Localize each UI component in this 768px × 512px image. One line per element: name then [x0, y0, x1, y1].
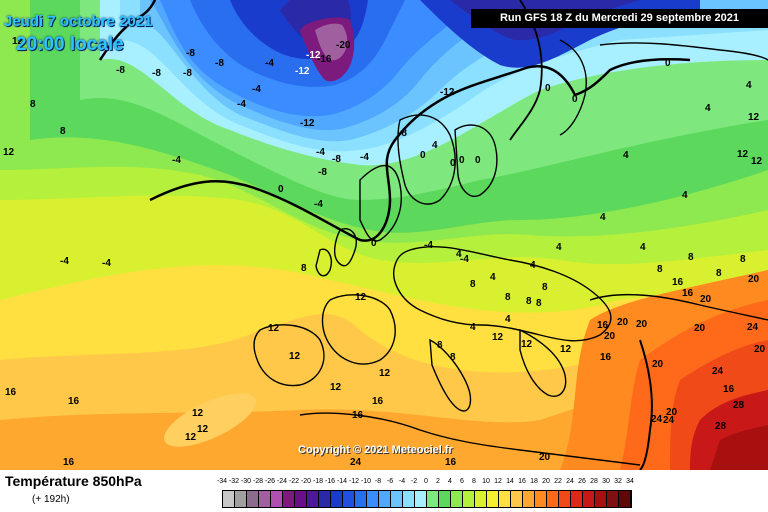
- scale-tick-label: 22: [554, 478, 562, 485]
- scale-tick-label: -26: [264, 478, 276, 485]
- color-scale-labels: -34 -32 -30 -28 -26 -24 -22 -20 -18 -16 -14 -12 -10-…: [217, 478, 742, 489]
- scale-tick-label: -4: [398, 478, 406, 485]
- scale-tick-label: -30: [240, 478, 252, 485]
- scale-swatch: [559, 491, 571, 507]
- scale-swatch: [583, 491, 595, 507]
- scale-swatch: [535, 491, 547, 507]
- scale-swatch: [595, 491, 607, 507]
- scale-swatch: [235, 491, 247, 507]
- scale-swatch: [331, 491, 343, 507]
- scale-tick-label: -12: [348, 478, 360, 485]
- scale-swatch: [451, 491, 463, 507]
- scale-swatch: [271, 491, 283, 507]
- scale-tick-label: -28: [252, 478, 264, 485]
- scale-tick-label: -10: [360, 478, 372, 485]
- scale-swatch: [223, 491, 235, 507]
- forecast-time: 20:00 locale: [16, 34, 124, 55]
- scale-swatch: [463, 491, 475, 507]
- scale-swatch: [247, 491, 259, 507]
- scale-swatch: [415, 491, 427, 507]
- island-warm: [164, 393, 256, 447]
- scale-tick-label: -24: [276, 478, 288, 485]
- scale-tick-label: -34: [216, 478, 228, 485]
- scale-tick-label: 0: [424, 478, 428, 485]
- scale-tick-label: -16: [324, 478, 336, 485]
- field-band-30-east: [710, 425, 768, 470]
- scale-tick-label: 4: [448, 478, 452, 485]
- field-name: Température 850hPa: [5, 473, 142, 489]
- southeast-dark-isotherm: [639, 339, 653, 470]
- scale-tick-label: 16: [518, 478, 526, 485]
- scale-tick-label: 2: [436, 478, 440, 485]
- temperature-map: [0, 0, 768, 470]
- scale-tick-label: 6: [460, 478, 464, 485]
- scale-tick-label: 28: [590, 478, 598, 485]
- scale-tick-label: 18: [530, 478, 538, 485]
- scale-swatch: [319, 491, 331, 507]
- scale-tick-label: 26: [578, 478, 586, 485]
- scale-swatch: [487, 491, 499, 507]
- scale-tick-label: 8: [472, 478, 476, 485]
- coastlines: [253, 39, 768, 466]
- scale-swatch: [343, 491, 355, 507]
- zero-isotherm-north: [98, 0, 157, 61]
- scale-swatch: [355, 491, 367, 507]
- scale-swatch: [499, 491, 511, 507]
- scale-swatch: [475, 491, 487, 507]
- scale-tick-label: 34: [626, 478, 634, 485]
- scale-tick-label: -20: [300, 478, 312, 485]
- scale-swatch: [307, 491, 319, 507]
- scale-tick-label: -22: [288, 478, 300, 485]
- scale-swatch: [571, 491, 583, 507]
- scale-swatch: [403, 491, 415, 507]
- field-band-m18: [315, 23, 348, 61]
- scale-swatch: [283, 491, 295, 507]
- copyright-text: Copyright © 2021 Meteociel.fr: [298, 444, 453, 456]
- scale-tick-label: 30: [602, 478, 610, 485]
- zero-isotherm: [149, 58, 691, 242]
- scale-tick-label: -2: [410, 478, 418, 485]
- model-run-info: Run GFS 18 Z du Mercredi 29 septembre 20…: [471, 9, 768, 28]
- scale-tick-label: -8: [374, 478, 382, 485]
- scale-swatch: [607, 491, 619, 507]
- scale-swatch: [619, 491, 631, 507]
- scale-swatch: [379, 491, 391, 507]
- scale-swatch: [295, 491, 307, 507]
- scale-tick-label: 24: [566, 478, 574, 485]
- scale-tick-label: 10: [482, 478, 490, 485]
- scale-tick-label: -18: [312, 478, 324, 485]
- scale-swatch: [367, 491, 379, 507]
- scale-tick-label: 12: [494, 478, 502, 485]
- scale-swatch: [511, 491, 523, 507]
- scale-tick-label: 32: [614, 478, 622, 485]
- scale-tick-label: -6: [386, 478, 394, 485]
- scale-tick-label: -14: [336, 478, 348, 485]
- scale-tick-label: 14: [506, 478, 514, 485]
- color-scale-bar: [222, 490, 632, 508]
- scale-swatch: [439, 491, 451, 507]
- scale-tick-label: -32: [228, 478, 240, 485]
- forecast-date: Jeudi 7 octobre 2021: [4, 13, 153, 30]
- scale-swatch: [391, 491, 403, 507]
- scale-swatch: [427, 491, 439, 507]
- scale-tick-label: 20: [542, 478, 550, 485]
- forecast-lead: (+ 192h): [32, 494, 70, 505]
- scale-swatch: [547, 491, 559, 507]
- scale-swatch: [523, 491, 535, 507]
- scale-swatch: [259, 491, 271, 507]
